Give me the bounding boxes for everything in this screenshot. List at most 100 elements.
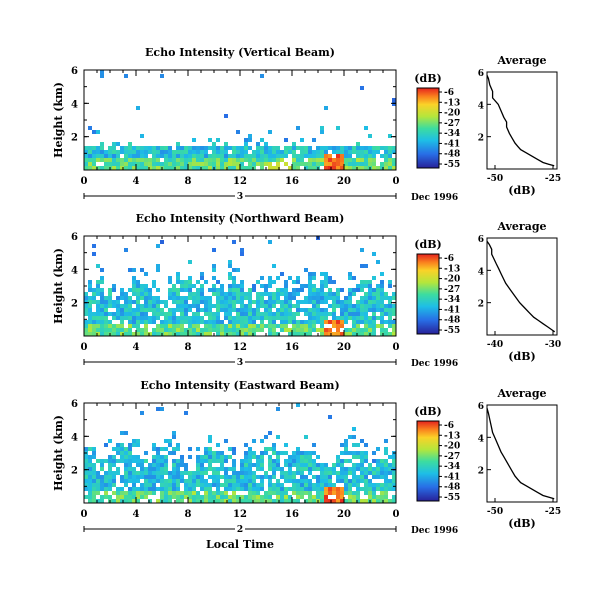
heatmap-cell [280,467,284,471]
heatmap-cell [260,292,264,296]
heatmap-cell [272,316,276,320]
heatmap-cell [100,312,104,316]
heatmap-cell [168,487,172,491]
heatmap-cell [316,292,320,296]
heatmap-cell [200,487,204,491]
heatmap-cell [208,166,212,170]
heatmap-cell [216,491,220,495]
heatmap-cell [364,475,368,479]
heatmap-cell [208,324,212,328]
heatmap-cell [304,332,308,336]
heatmap-cell [276,407,280,411]
colorbar-strip [417,93,439,95]
heatmap-cell [112,328,116,332]
heatmap-cell [260,455,264,459]
heatmap-cell [268,146,272,150]
heatmap-cell [372,304,376,308]
heatmap-cell [96,130,100,134]
x-tick-label: 12 [233,342,247,353]
heatmap-cell [332,332,336,336]
colorbar-strip [417,290,439,292]
profile-y-tick-label: 6 [478,235,484,245]
heatmap-cell [316,288,320,292]
heatmap-cell [392,332,396,336]
heatmap-cell [312,138,316,142]
heatmap-cell [108,154,112,158]
heatmap-cell [340,463,344,467]
heatmap-cell [360,467,364,471]
heatmap-cell [124,475,128,479]
heatmap-cell [248,296,252,300]
heatmap-cell [108,495,112,499]
heatmap-cell [352,471,356,475]
heatmap-cell [232,447,236,451]
heatmap-cell [196,288,200,292]
heatmap-cell [224,499,228,503]
heatmap-cell [292,324,296,328]
heatmap-cell [336,495,340,499]
heatmap-cell [376,316,380,320]
heatmap-cell [304,146,308,150]
colorbar-strip [417,266,439,268]
heatmap-cell [388,471,392,475]
heatmap-cell [304,284,308,288]
heatmap-cell [384,312,388,316]
colorbar-strip [417,478,439,480]
heatmap-cell [128,300,132,304]
heatmap-cell [344,332,348,336]
heatmap-cell [252,150,256,154]
colorbar-strip [417,102,439,104]
heatmap-cell [104,150,108,154]
heatmap-cell [288,332,292,336]
profile-x-tick-label: -25 [545,174,561,184]
colorbar-strip [417,270,439,272]
heatmap-cell [224,154,228,158]
heatmap-cell [236,316,240,320]
y-axis-label: Height (km) [52,82,65,158]
heatmap-cell [372,487,376,491]
heatmap-cell [336,154,340,158]
heatmap-cell [136,158,140,162]
heatmap-cell [252,487,256,491]
colorbar-tick-label: -13 [444,264,460,274]
heatmap-cell [248,304,252,308]
heatmap-cell [292,304,296,308]
heatmap-cell [288,479,292,483]
heatmap-cell [316,320,320,324]
heatmap-cell [228,475,232,479]
heatmap-cell [380,487,384,491]
heatmap-cell [176,499,180,503]
heatmap-cell [276,332,280,336]
heatmap-cell [92,487,96,491]
heatmap-cell [144,162,148,166]
heatmap-cell [180,280,184,284]
colorbar-strip [417,100,439,102]
heatmap-cell [136,455,140,459]
heatmap-cell [128,463,132,467]
heatmap-cell [280,300,284,304]
heatmap-cell [184,162,188,166]
heatmap-cell [92,471,96,475]
heatmap-cell [360,439,364,443]
heatmap-cell [364,451,368,455]
x-tick-label: 0 [393,176,400,187]
heatmap-cell [328,292,332,296]
heatmap-cell [196,292,200,296]
colorbar-strip [417,158,439,160]
heatmap-cell [144,451,148,455]
heatmap-cell [328,479,332,483]
heatmap-cell [192,499,196,503]
heatmap-cell [320,491,324,495]
colorbar-strip [417,94,439,96]
heatmap-cell [188,276,192,280]
heatmap-cell [124,332,128,336]
heatmap-cell [136,332,140,336]
heatmap-cell [104,158,108,162]
heatmap-cell [268,292,272,296]
heatmap-cell [172,483,176,487]
heatmap-cell [136,475,140,479]
heatmap-cell [192,166,196,170]
heatmap-cell [312,300,316,304]
heatmap-cell [168,296,172,300]
heatmap-cell [228,487,232,491]
